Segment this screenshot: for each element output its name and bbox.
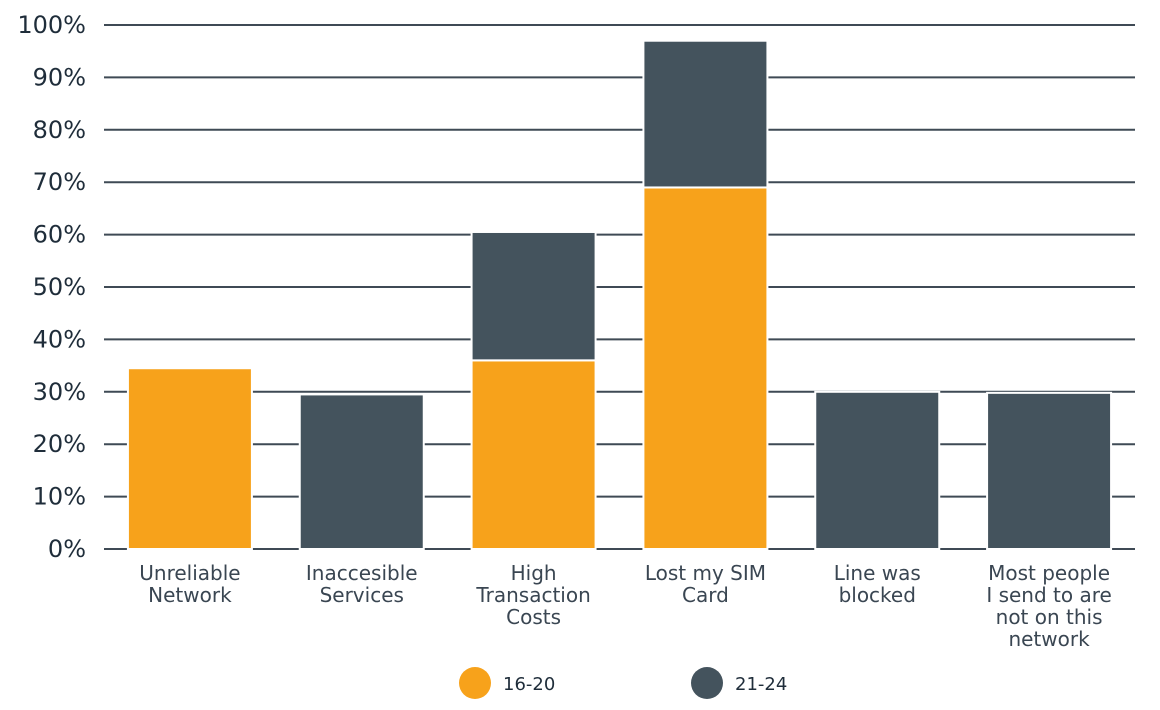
legend-label-2: 21-24 <box>735 674 787 695</box>
bar-segment-series-1 <box>126 367 253 550</box>
y-tick-label: 30% <box>33 378 86 406</box>
bar-segment-series-2 <box>986 391 1113 550</box>
x-category-label-line: Costs <box>506 605 561 629</box>
y-tick-label: 70% <box>33 168 86 196</box>
x-category-label-line: High <box>511 561 557 585</box>
x-category-label: Inaccesible Services <box>306 561 418 607</box>
y-tick-label: 0% <box>48 535 86 563</box>
x-category-label-line: Lost my SIM <box>645 561 766 585</box>
x-category-label: Lost my SIM Card <box>645 561 766 607</box>
bar-segment-series-1 <box>470 359 597 550</box>
y-tick-label: 90% <box>33 63 86 91</box>
x-category-label: Line was blocked <box>834 561 921 607</box>
x-category-label: Unreliable Network <box>139 561 240 607</box>
legend-swatch-2 <box>691 667 723 699</box>
x-category-label-line: Most people <box>988 561 1110 585</box>
bar-segment-series-2 <box>298 393 425 551</box>
legend-label-1: 16-20 <box>503 674 555 695</box>
x-category-label-line: Unreliable <box>139 561 240 585</box>
x-category-label-line: I send to are <box>986 583 1112 607</box>
x-category-label: Most people I send to are not on this netwo… <box>986 561 1112 651</box>
bar-segment-series-2 <box>642 39 769 189</box>
x-category-label-line: Network <box>148 583 232 607</box>
x-category-label: High Transaction Costs <box>475 561 590 629</box>
y-tick-label: 20% <box>33 430 86 458</box>
legend-swatch-1 <box>459 667 491 699</box>
x-category-label-line: not on this <box>996 605 1103 629</box>
y-tick-label: 40% <box>33 325 86 353</box>
x-category-label-line: Card <box>682 583 729 607</box>
y-tick-label: 80% <box>33 116 86 144</box>
y-tick-label: 50% <box>33 273 86 301</box>
y-tick-label: 100% <box>17 11 86 39</box>
bar-segment-series-2 <box>470 230 597 362</box>
x-category-label-line: Line was <box>834 561 921 585</box>
bar-segment-series-1 <box>642 186 769 550</box>
x-category-label-line: Services <box>320 583 404 607</box>
x-category-label-line: network <box>1008 627 1090 651</box>
x-category-label-line: Inaccesible <box>306 561 418 585</box>
y-tick-label: 60% <box>33 221 86 249</box>
x-category-label-line: blocked <box>839 583 916 607</box>
x-category-label-line: Transaction <box>475 583 590 607</box>
bar-segment-series-2 <box>814 390 941 550</box>
y-tick-label: 10% <box>33 483 86 511</box>
